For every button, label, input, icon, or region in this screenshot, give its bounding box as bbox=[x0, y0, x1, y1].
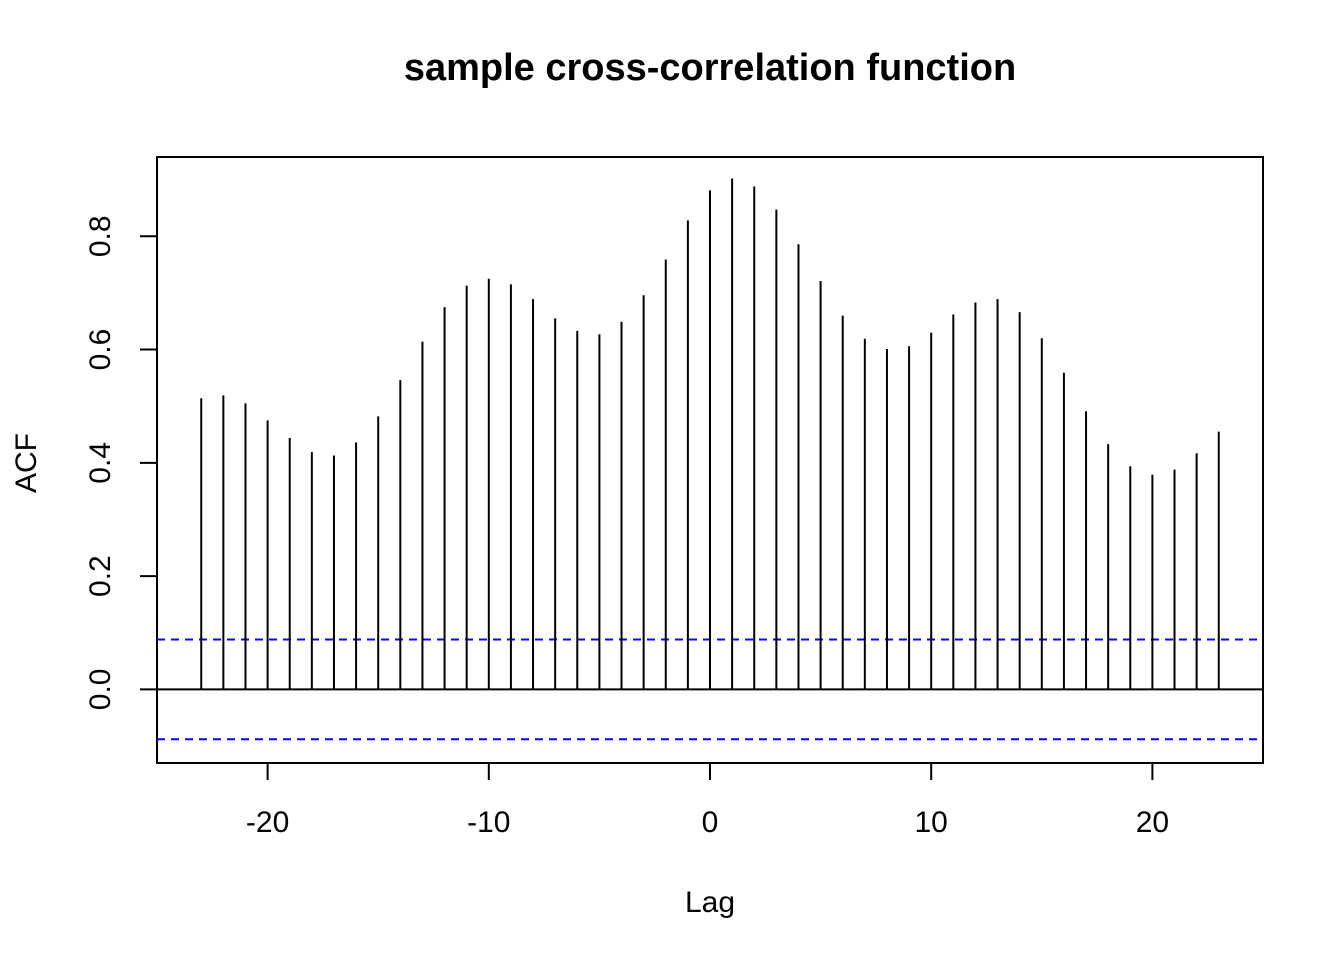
y-tick-label: 0.0 bbox=[84, 669, 117, 711]
y-axis: 0.0 0.2 0.4 0.6 0.8 bbox=[84, 215, 157, 710]
acf-spikes bbox=[201, 179, 1219, 690]
x-axis-title: Lag bbox=[685, 886, 735, 919]
x-tick-label: -20 bbox=[246, 806, 289, 839]
x-tick-label: -10 bbox=[467, 806, 510, 839]
x-axis: -20 -10 0 10 20 bbox=[246, 763, 1169, 839]
y-tick-label: 0.2 bbox=[84, 555, 117, 597]
y-axis-title: ACF bbox=[10, 433, 43, 493]
x-tick-label: 20 bbox=[1136, 806, 1169, 839]
y-tick-label: 0.4 bbox=[84, 442, 117, 484]
y-tick-label: 0.8 bbox=[84, 215, 117, 257]
x-tick-label: 10 bbox=[915, 806, 948, 839]
y-tick-label: 0.6 bbox=[84, 329, 117, 371]
chart-title: sample cross-correlation function bbox=[404, 47, 1016, 89]
x-tick-label: 0 bbox=[702, 806, 719, 839]
